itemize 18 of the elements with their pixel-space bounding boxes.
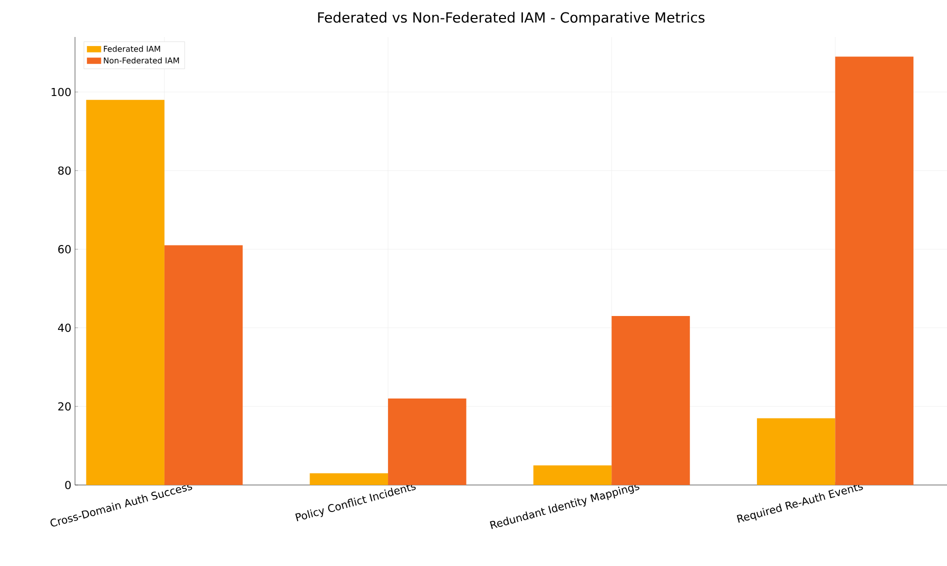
bar [310, 473, 388, 485]
legend-label: Non-Federated IAM [104, 57, 179, 64]
bar [756, 418, 836, 485]
bar [86, 100, 164, 485]
y-tick-label: 0 [65, 480, 71, 490]
legend-label: Federated IAM [104, 46, 160, 52]
bar [612, 316, 690, 485]
y-tick-label: 80 [58, 166, 71, 175]
y-tick-label: 60 [58, 245, 71, 254]
y-tick-label: 20 [58, 402, 71, 411]
bar [533, 465, 612, 485]
bar [388, 398, 466, 485]
chart-title: Federated vs Non-Federated IAM - Comparative Metrics [318, 12, 705, 26]
x-tick-label: Policy Conflict Incidents [295, 484, 416, 522]
bar [164, 245, 243, 485]
y-tick-label: 40 [58, 324, 71, 332]
bar [835, 56, 914, 485]
y-tick-label: 100 [52, 88, 71, 96]
